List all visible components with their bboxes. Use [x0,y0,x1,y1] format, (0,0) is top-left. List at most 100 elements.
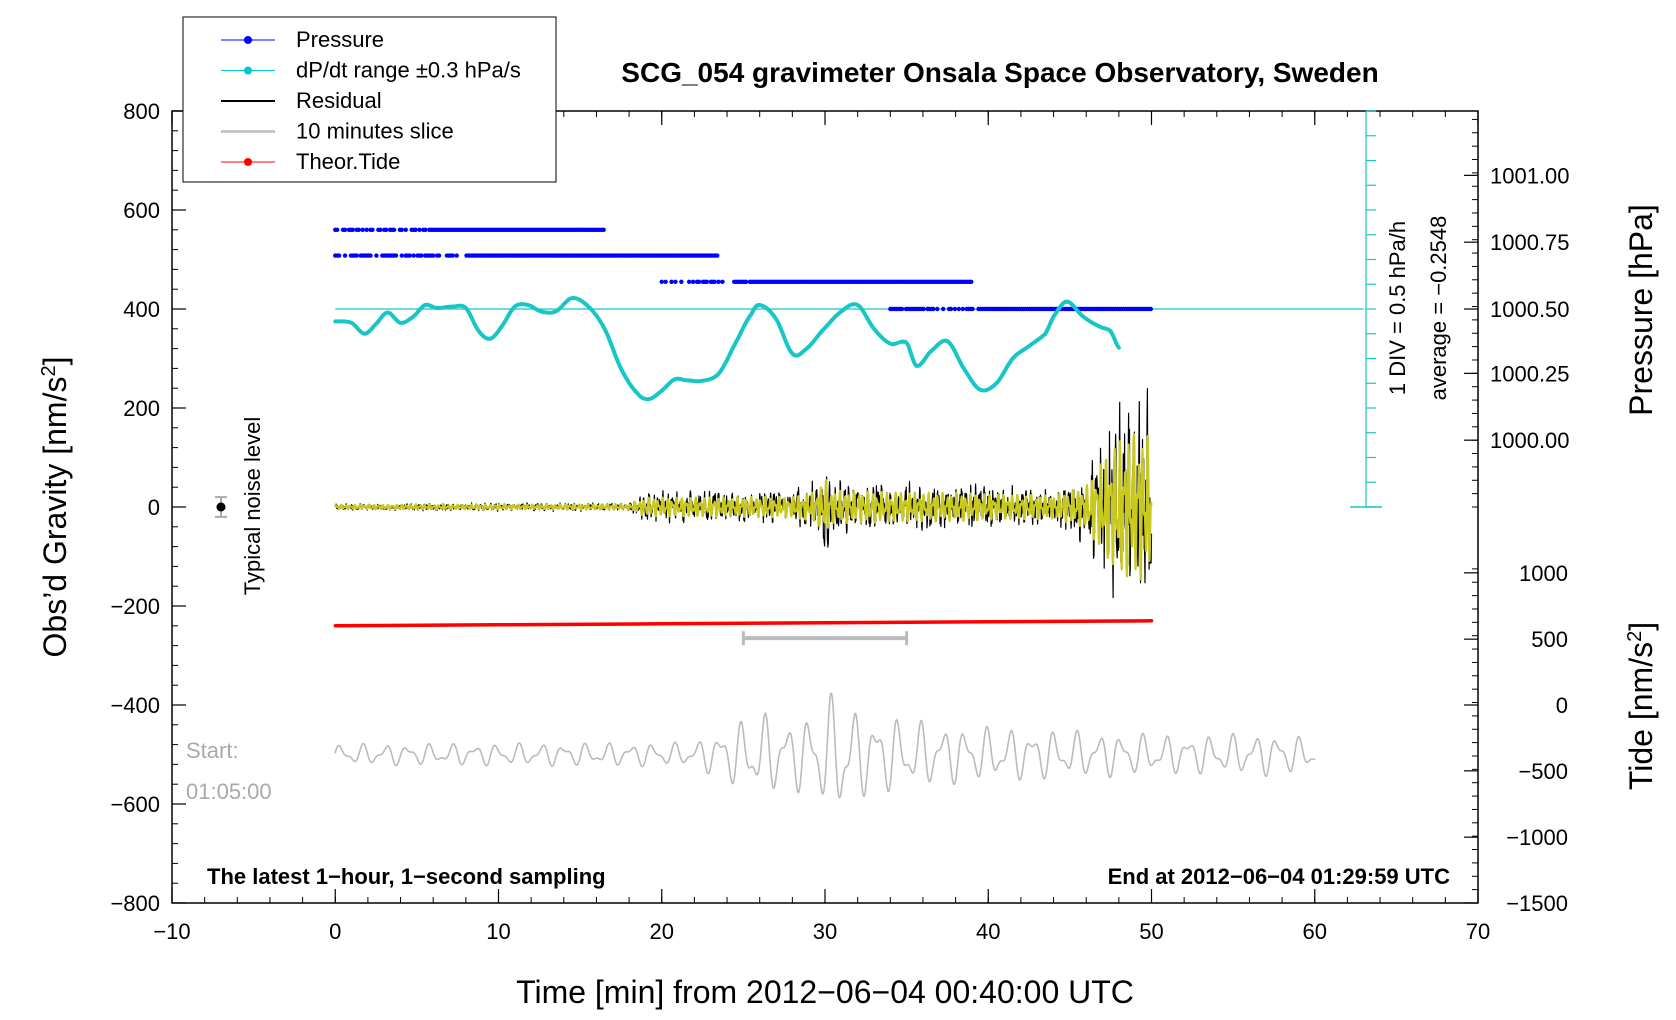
pressure-point [921,306,926,312]
tide-tick-label: −1000 [1506,825,1568,850]
pressure-point [342,227,348,232]
pressure-point [399,227,405,232]
y-tick-label: −800 [110,891,160,916]
pressure-point [417,227,422,232]
pressure-point [450,253,455,258]
pressure-point [350,227,356,232]
pressure-point [383,227,389,232]
x-tick-label: 50 [1139,919,1163,944]
pressure-tick-label: 1000.75 [1490,230,1570,255]
pressure-point [360,227,365,232]
tide-tick-label: −1500 [1506,891,1568,916]
y-tick-label: −400 [110,693,160,718]
bottom-left-note: The latest 1−hour, 1−second sampling [207,864,606,889]
legend-box [182,16,557,183]
y-tick-label: 800 [123,99,160,124]
tide-tick-label: 0 [1556,693,1568,718]
pressure-point [431,253,436,258]
pressure-point [712,279,717,284]
x-tick-label: 60 [1303,919,1327,944]
x-tick-label: 40 [976,919,1000,944]
start-label: Start: [186,738,239,763]
pressure-point [969,279,974,284]
pressure-point [436,253,442,258]
pressure-point [669,279,674,284]
pressure-point [601,227,606,232]
slice-line [334,692,1316,799]
legend-marker [244,36,252,44]
pressure-point [704,279,710,284]
pressure-point [391,227,397,232]
pressure-point [970,306,975,312]
pressure-point [368,253,373,258]
y-axis-title-sup: 2 [38,365,60,376]
x-tick-label: 30 [813,919,837,944]
pressure-tick-label: 1000.50 [1490,297,1570,322]
x-tick-label: 20 [650,919,674,944]
noise-label: Typical noise level [240,417,265,596]
bottom-right-note: End at 2012−06−04 01:29:59 UTC [1108,864,1451,889]
pressure-point [336,253,342,258]
legend-label: Residual [296,88,382,113]
pressure-point [419,253,424,258]
pressure-point [423,227,428,232]
pressure-point [952,306,958,312]
div-scale [1350,110,1382,508]
pressure-point [743,279,749,284]
data-layer [214,227,1364,799]
residual-line [334,388,1153,599]
y-axis-title-main: Obs’d Gravity [nm/s [37,377,73,658]
y-axis-title: Obs’d Gravity [nm/s2] [37,357,73,658]
pressure-point [960,306,965,312]
tide-axis-title-sup: 2 [1624,631,1646,642]
x-tick-label: 10 [486,919,510,944]
pressure-point [335,227,340,232]
pressure-point [956,306,962,312]
start-time: 01:05:00 [186,779,272,804]
tide-axis-title-end: ] [1623,622,1659,631]
pressure-point [411,253,416,258]
tide-axis-title: Tide [nm/s2] [1623,622,1659,790]
pressure-point [413,227,418,232]
tick-layer: −10 0 10 20 30 40 50 60 70 −800 −600 −400 −200 0 200 40… [110,99,1569,944]
pressure-point [378,227,383,232]
pressure-point [690,279,696,284]
dpdt-line [333,296,1121,402]
y-tick-label: 400 [123,297,160,322]
y-tick-label: 0 [148,495,160,520]
pressure-point [403,227,408,232]
pressure-point [374,253,379,258]
y-tick-label: 200 [123,396,160,421]
tide-tick-label: 500 [1531,627,1568,652]
pressure-axis-title: Pressure [hPa] [1623,204,1659,416]
pressure-tick-label: 1000.25 [1490,361,1570,386]
y-axis-title-end: ] [37,357,73,366]
y-tick-label: −600 [110,792,160,817]
legend-label: Pressure [296,27,384,52]
pressure-tick-label: 1001.00 [1490,163,1570,188]
pressure-tick-label: 1000.00 [1490,428,1570,453]
tide-axis-title-main: Tide [nm/s [1623,642,1659,790]
pressure-point [407,253,412,258]
pressure-point [356,227,361,232]
pressure-point [679,279,684,284]
pressure-point [659,279,664,284]
pressure-point [454,253,459,258]
legend-label: dP/dt range ±0.3 hPa/s [296,58,521,83]
y-tick-label: −200 [110,594,160,619]
tide-tick-label: 1000 [1519,561,1568,586]
pressure-point [686,279,692,284]
pressure-point [364,227,369,232]
legend-label: Theor.Tide [296,149,400,174]
pressure-point [899,306,905,312]
pressure-point [399,253,405,258]
pressure-point [940,306,946,312]
pressure-point [393,253,399,258]
pressure-point [935,306,940,312]
x-tick-label: −10 [153,919,190,944]
pressure-point [370,227,375,232]
pressure-point [663,279,668,284]
average-label: average = −0.2548 [1426,216,1451,401]
residual-fit-line [334,433,1153,581]
